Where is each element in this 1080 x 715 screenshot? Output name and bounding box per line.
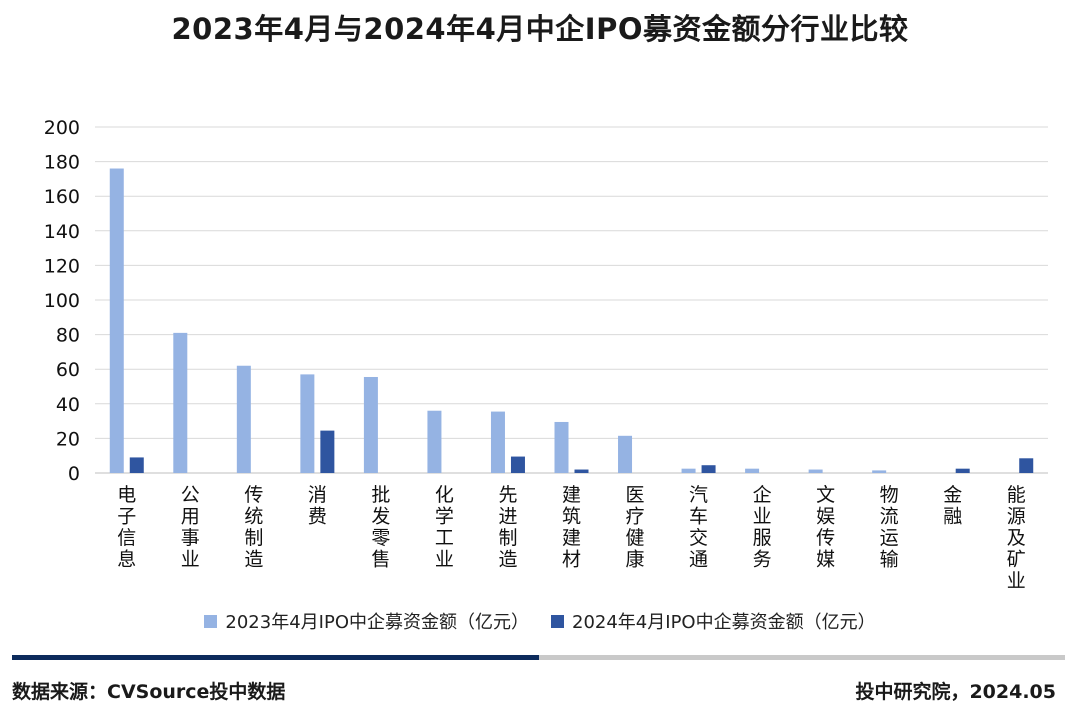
data-source: 数据来源：CVSource投中数据 <box>12 681 286 703</box>
y-tick-label: 160 <box>44 186 80 208</box>
y-tick-label: 20 <box>56 428 80 450</box>
x-tick-label: 化学工业 <box>435 484 454 571</box>
x-tick-label: 企业服务 <box>753 484 772 571</box>
y-tick-label: 140 <box>44 221 80 243</box>
chart-title: 2023年4月与2024年4月中企IPO募资金额分行业比较 <box>171 12 909 46</box>
bar-2024-13[interactable] <box>955 468 970 473</box>
x-tick-label: 物流运输 <box>880 484 899 571</box>
bar-2023-5[interactable] <box>427 410 442 473</box>
bar-2024-9[interactable] <box>701 465 716 473</box>
legend-item-2024[interactable]: 2024年4月IPO中企募资金额（亿元） <box>551 608 876 634</box>
x-tick-label: 消费 <box>308 484 327 528</box>
x-axis-labels: 电子信息 公用事业 传统制造 消费 批发零售 化学工业 先进制造 建筑建材 医疗健康 汽车交通 企业… <box>117 484 1025 592</box>
y-tick-label: 80 <box>56 325 80 347</box>
footer-divider-light <box>539 655 1065 660</box>
bars <box>109 168 1034 473</box>
legend: 2023年4月IPO中企募资金额（亿元） 2024年4月IPO中企募资金额（亿元… <box>0 608 1080 634</box>
x-tick-label: 汽车交通 <box>689 484 708 571</box>
y-axis-ticks: 0 20 40 60 80 100 120 140 160 180 200 <box>44 117 80 485</box>
x-tick-label: 文娱传媒 <box>816 484 835 571</box>
bar-2024-7[interactable] <box>574 469 589 473</box>
x-tick-label: 建筑建材 <box>562 484 581 571</box>
legend-item-2023[interactable]: 2023年4月IPO中企募资金额（亿元） <box>204 608 529 634</box>
footer-divider-dark <box>12 655 539 660</box>
x-tick-label: 传统制造 <box>244 484 263 571</box>
bar-chart: 0 20 40 60 80 100 120 140 160 180 200 电子信息 公用事业 传统制造… <box>44 117 1048 592</box>
x-tick-label: 先进制造 <box>498 484 517 571</box>
legend-swatch-2024 <box>551 614 564 628</box>
y-tick-label: 60 <box>56 359 80 381</box>
bar-2024-3[interactable] <box>320 430 335 473</box>
bar-2023-8[interactable] <box>618 435 633 473</box>
bar-2023-12[interactable] <box>872 470 887 473</box>
bar-2023-0[interactable] <box>109 168 124 473</box>
bar-2023-7[interactable] <box>554 421 569 473</box>
x-tick-label: 能源及矿业 <box>1007 484 1026 592</box>
legend-label-2023: 2023年4月IPO中企募资金额（亿元） <box>225 612 529 633</box>
x-tick-label: 批发零售 <box>371 484 390 571</box>
y-tick-label: 180 <box>44 152 80 174</box>
legend-swatch-2023 <box>204 614 218 628</box>
y-tick-label: 120 <box>44 255 80 277</box>
bar-2023-3[interactable] <box>300 374 315 473</box>
bar-2024-6[interactable] <box>510 456 525 473</box>
legend-label-2024: 2024年4月IPO中企募资金额（亿元） <box>572 612 876 633</box>
y-tick-label: 40 <box>56 394 80 416</box>
bar-2023-10[interactable] <box>745 468 760 473</box>
bar-2023-6[interactable] <box>490 411 505 473</box>
bar-2023-4[interactable] <box>363 376 378 473</box>
x-tick-label: 金融 <box>943 484 962 528</box>
y-tick-label: 200 <box>44 117 80 139</box>
bar-2023-11[interactable] <box>808 469 823 473</box>
publisher: 投中研究院，2024.05 <box>855 681 1056 703</box>
bar-2024-14[interactable] <box>1019 458 1034 473</box>
bar-2023-9[interactable] <box>681 468 696 473</box>
y-tick-label: 0 <box>68 463 80 485</box>
bar-2023-2[interactable] <box>236 365 251 473</box>
bar-2023-1[interactable] <box>173 332 188 473</box>
x-tick-label: 公用事业 <box>181 484 200 571</box>
gridlines <box>95 126 1048 474</box>
x-tick-label: 医疗健康 <box>626 484 645 571</box>
bar-2024-0[interactable] <box>129 457 144 473</box>
y-tick-label: 100 <box>44 290 80 312</box>
x-tick-label: 电子信息 <box>117 484 136 571</box>
